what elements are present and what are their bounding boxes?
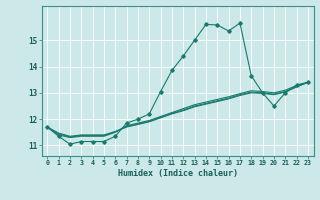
X-axis label: Humidex (Indice chaleur): Humidex (Indice chaleur) xyxy=(118,169,237,178)
